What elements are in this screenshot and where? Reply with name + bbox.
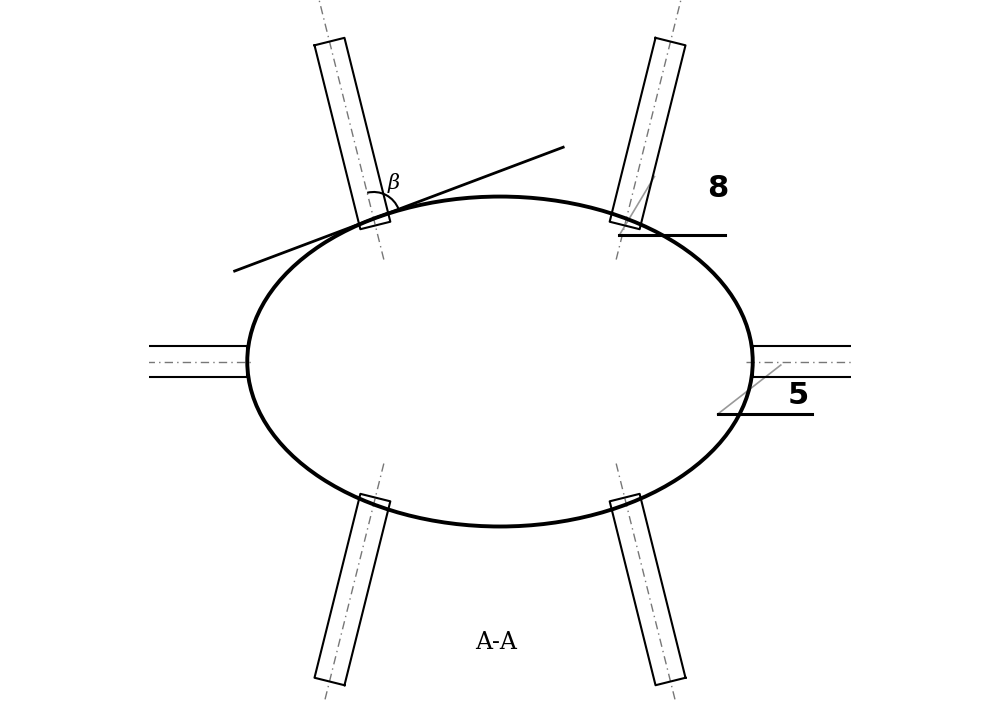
Text: β: β — [388, 173, 400, 193]
Text: 8: 8 — [707, 173, 728, 203]
Text: A-A: A-A — [476, 631, 517, 654]
Text: 5: 5 — [788, 380, 809, 410]
